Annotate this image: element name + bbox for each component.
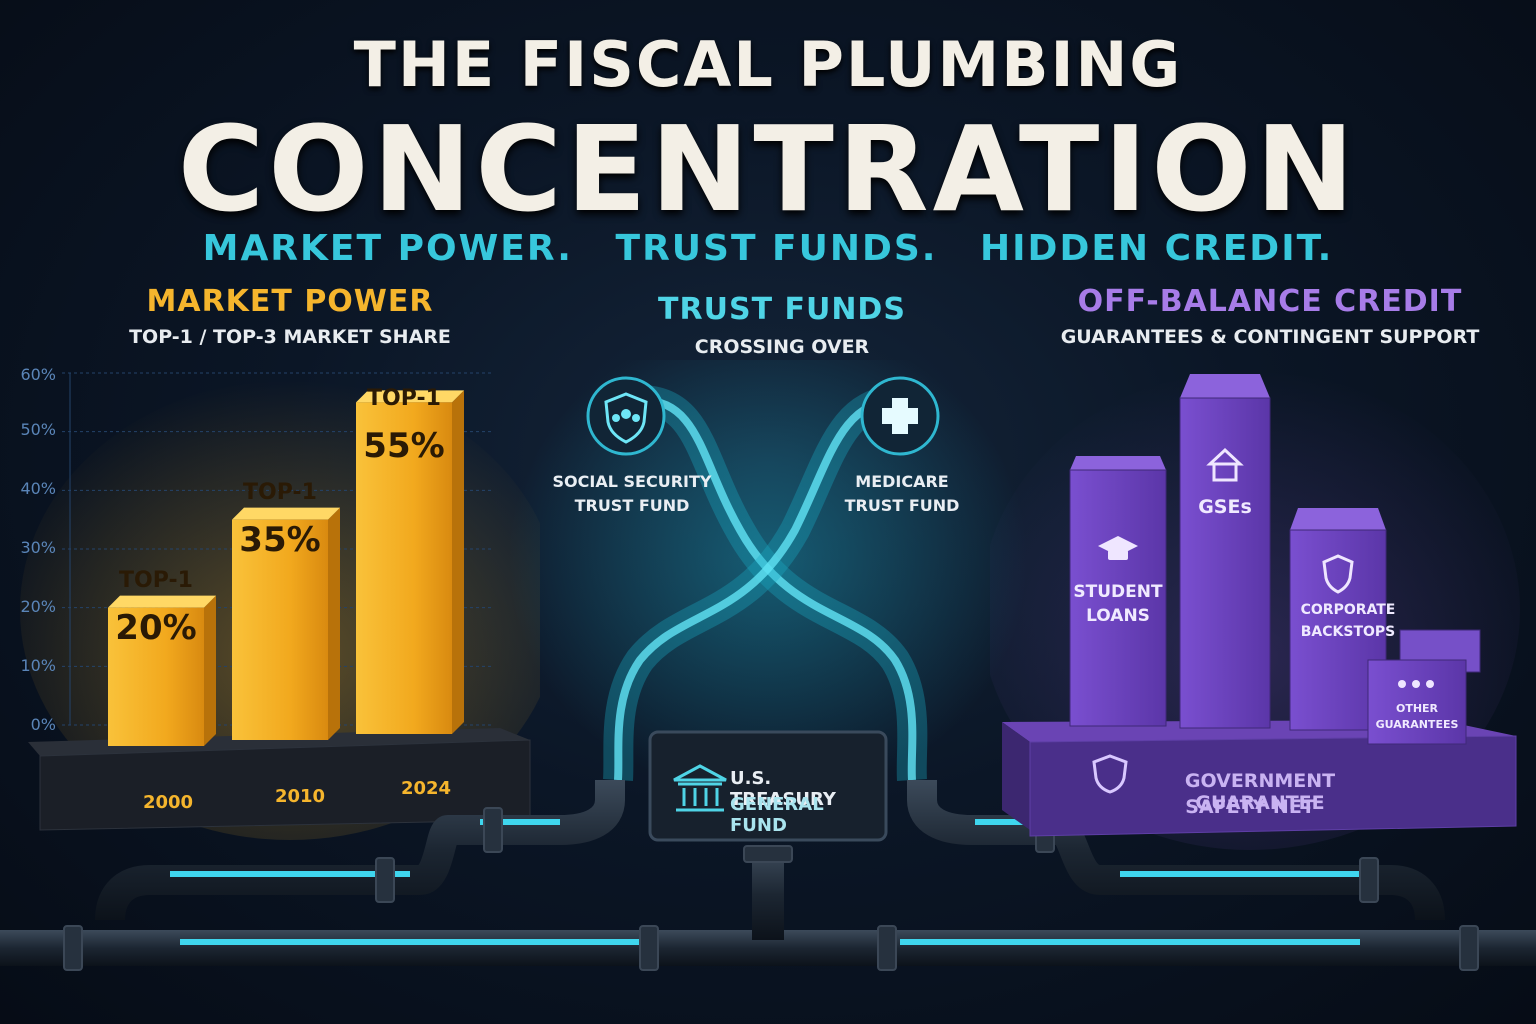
bar-2010-value: 35%: [239, 520, 321, 560]
base-front: [1029, 735, 1517, 837]
treasury-box: [648, 730, 888, 842]
tagline-trust: TRUST FUNDS.: [615, 228, 938, 269]
bar-top-2010: [232, 507, 340, 520]
tagline-credit: HIDDEN CREDIT.: [980, 228, 1334, 269]
bar-top-2024: [356, 390, 464, 403]
pipe-ss-core: [639, 396, 917, 781]
trust-glow: [508, 360, 1028, 800]
bar-2010: [232, 519, 328, 740]
tagline: MARKET POWER. TRUST FUNDS. HIDDEN CREDIT…: [0, 228, 1536, 269]
student-column: [1069, 469, 1167, 727]
bar-side-2000: [204, 595, 216, 746]
corp-top: [1290, 508, 1386, 530]
bar-2000: [108, 607, 204, 746]
dots-icon: [1398, 680, 1434, 688]
platform-top: [28, 728, 530, 756]
bar-2000-label: TOP-1: [119, 568, 193, 593]
other-line1: OTHER: [1395, 702, 1439, 715]
bar-2010-label: TOP-1: [243, 480, 317, 505]
medicare-label-line2: TRUST FUND: [844, 496, 960, 515]
tick-0: 0%: [30, 715, 56, 734]
tick-10: 10%: [20, 656, 56, 675]
title-line2: CONCENTRATION: [177, 100, 1359, 238]
shield-icon: [1322, 554, 1354, 594]
bars: [108, 390, 464, 746]
corp-line1: CORPORATE: [1300, 602, 1396, 618]
year-2024: 2024: [400, 778, 452, 799]
student-top: [1070, 456, 1166, 470]
market-labels: 60% 50% 40% 30% 20% 10% 0% TOP-1 20% TOP…: [0, 360, 540, 860]
pipe-drop: [752, 850, 784, 940]
credit-title: OFF-BALANCE CREDIT: [1077, 284, 1463, 319]
pipe-medicare-core: [614, 396, 901, 781]
title-line1: THE FISCAL PLUMBING: [353, 28, 1183, 101]
market-title: MARKET POWER: [146, 284, 434, 319]
bar-2024-label: TOP-1: [367, 386, 441, 411]
market-subtitle: TOP-1 / TOP-3 MARKET SHARE: [129, 326, 451, 348]
bar-2024: [356, 402, 452, 734]
tick-40: 40%: [20, 479, 56, 498]
tick-30: 30%: [20, 538, 56, 557]
treasury-line1: U.S. TREASURY: [730, 768, 836, 810]
treasury-icon: [673, 764, 727, 812]
graduation-cap-icon: [1098, 536, 1138, 560]
bar-2000-value: 20%: [115, 608, 197, 648]
base-side: [1002, 722, 1030, 830]
house-icon: [1206, 447, 1244, 482]
pipe-left-upper: [95, 780, 625, 921]
student-line2: LOANS: [1086, 606, 1150, 626]
pipe-right-upper: [907, 780, 1445, 921]
year-2000: 2000: [142, 792, 194, 813]
tick-60: 60%: [20, 365, 56, 384]
base-line1: GOVERNMENT GUARANTEE: [1184, 770, 1336, 814]
bar-side-2024: [452, 390, 464, 734]
market-chart: [20, 372, 540, 840]
shield-people-icon: [586, 376, 666, 456]
base-shield-icon: [1092, 754, 1128, 794]
plumbing: [0, 360, 1536, 971]
ss-label-line2: TRUST FUND: [574, 496, 690, 515]
medicare-label-line1: MEDICARE: [855, 472, 949, 491]
gses-top: [1180, 374, 1270, 398]
student-line1: STUDENT: [1073, 582, 1163, 602]
tick-20: 20%: [20, 597, 56, 616]
bar-2024-value: 55%: [363, 426, 445, 466]
ss-label-line1: SOCIAL SECURITY: [552, 472, 712, 491]
treasury-line2: GENERAL FUND: [730, 794, 824, 836]
trust-title: TRUST FUNDS: [658, 292, 906, 327]
base-line2: SAFETY NET: [1185, 796, 1315, 818]
credit-subtitle: GUARANTEES & CONTINGENT SUPPORT: [1060, 326, 1480, 348]
bar-top-2000: [108, 595, 216, 608]
medical-cross-icon: [860, 376, 940, 456]
trust-subtitle: CROSSING OVER: [694, 336, 870, 358]
bar-side-2010: [328, 507, 340, 740]
tagline-market: MARKET POWER.: [202, 228, 573, 269]
credit-blocks: [990, 370, 1520, 850]
other-block: [1367, 659, 1467, 745]
gses-label: GSEs: [1198, 496, 1252, 518]
tick-50: 50%: [20, 420, 56, 439]
corp-line2: BACKSTOPS: [1300, 624, 1396, 640]
flanges: [63, 807, 1479, 971]
year-2010: 2010: [274, 786, 326, 807]
other-line2: GUARANTEES: [1375, 718, 1459, 731]
gses-column: [1179, 397, 1271, 729]
